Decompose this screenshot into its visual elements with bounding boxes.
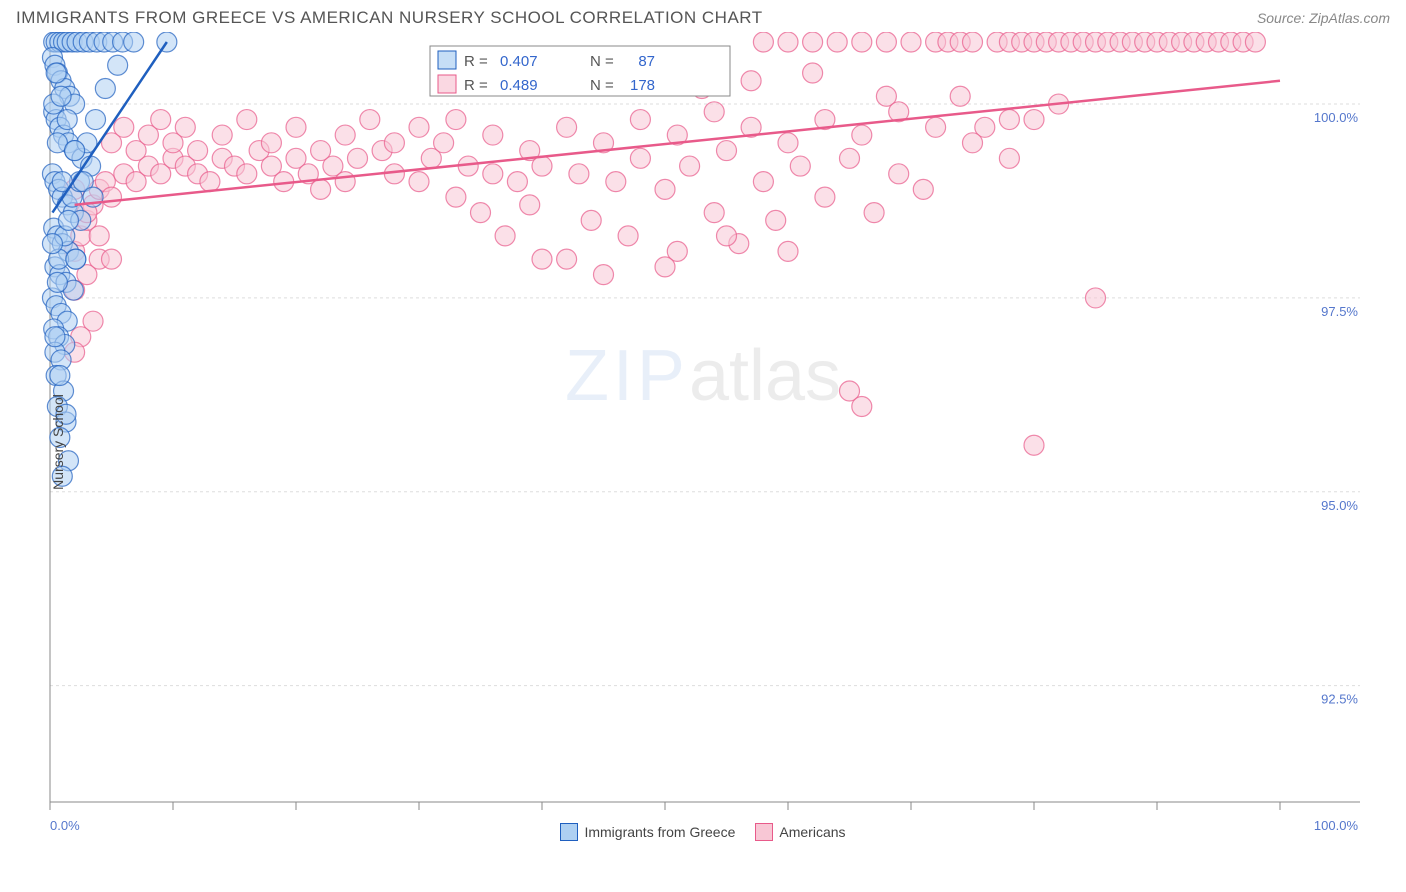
svg-text:R =: R = [464,53,488,70]
svg-text:N =: N = [590,77,614,94]
svg-text:178: 178 [630,77,655,94]
svg-text:0.407: 0.407 [500,53,538,70]
svg-text:R =: R = [464,77,488,94]
svg-text:87: 87 [630,53,655,70]
svg-text:97.5%: 97.5% [1321,304,1358,319]
legend-label-greece: Immigrants from Greece [584,824,735,840]
svg-text:92.5%: 92.5% [1321,692,1358,707]
svg-text:95.0%: 95.0% [1321,498,1358,513]
svg-text:100.0%: 100.0% [1314,110,1359,125]
chart-header: IMMIGRANTS FROM GREECE VS AMERICAN NURSE… [0,0,1406,32]
chart-source: Source: ZipAtlas.com [1257,10,1390,26]
scatter-chart: 92.5%95.0%97.5%100.0%0.0%100.0%R =0.407N… [0,32,1406,852]
legend-item-greece: Immigrants from Greece [560,823,735,841]
legend-swatch-americans [755,823,773,841]
legend-swatch-greece [560,823,578,841]
y-axis-label: Nursery School [50,394,66,490]
svg-text:0.489: 0.489 [500,77,538,94]
legend-item-americans: Americans [755,823,845,841]
chart-title: IMMIGRANTS FROM GREECE VS AMERICAN NURSE… [16,8,763,28]
legend-footer: Immigrants from Greece Americans [0,812,1406,852]
legend-label-americans: Americans [779,824,845,840]
chart-area: Nursery School 92.5%95.0%97.5%100.0%0.0%… [0,32,1406,852]
svg-text:N =: N = [590,53,614,70]
